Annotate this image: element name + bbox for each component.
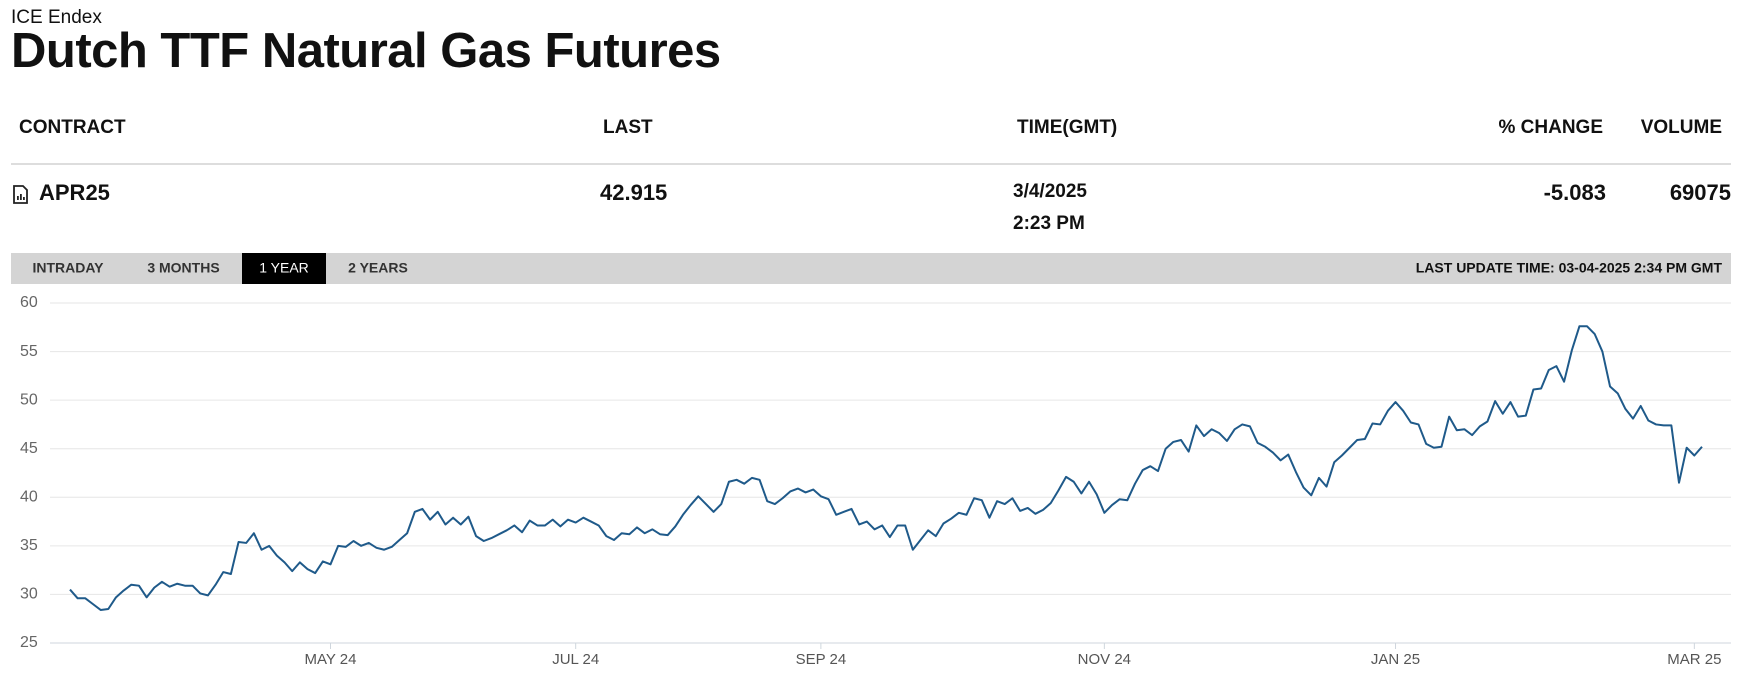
column-header: LAST bbox=[603, 117, 653, 138]
y-tick-label: 55 bbox=[20, 343, 38, 360]
last-update: LAST UPDATE TIME: 03-04-2025 2:34 PM GMT bbox=[1416, 260, 1723, 276]
percent-change: -5.083 bbox=[1544, 180, 1606, 205]
y-tick-label: 40 bbox=[20, 489, 38, 506]
x-tick-label: SEP 24 bbox=[796, 651, 847, 668]
y-tick-label: 25 bbox=[20, 634, 38, 651]
x-tick-label: MAY 24 bbox=[305, 651, 357, 668]
column-header: VOLUME bbox=[1641, 117, 1722, 138]
y-tick-label: 60 bbox=[20, 294, 38, 311]
trade-time: 2:23 PM bbox=[1013, 213, 1085, 234]
tabs: INTRADAY 3 MONTHS 1 YEAR 2 YEARS bbox=[32, 253, 408, 284]
x-tick-label: NOV 24 bbox=[1078, 651, 1131, 668]
exchange: ICE Endex bbox=[11, 7, 102, 28]
volume: 69075 bbox=[1670, 180, 1731, 205]
last-price: 42.915 bbox=[600, 180, 667, 205]
y-tick-label: 30 bbox=[20, 586, 38, 603]
contract-icon[interactable] bbox=[13, 185, 28, 204]
price-line bbox=[69, 325, 1703, 611]
trade-date: 3/4/2025 bbox=[1013, 181, 1087, 202]
tab[interactable]: 2 YEARS bbox=[348, 260, 408, 276]
chart: 25 30 35 40 45 50 55 60 MAY 24 JUL 24 SEP 24 NOV 24… bbox=[20, 294, 1731, 668]
column-header: TIME(GMT) bbox=[1017, 117, 1117, 138]
x-tick-label: JUL 24 bbox=[552, 651, 599, 668]
tab[interactable]: INTRADAY bbox=[32, 260, 104, 276]
contract[interactable]: APR25 bbox=[39, 180, 110, 205]
tab[interactable]: 3 MONTHS bbox=[147, 260, 219, 276]
column-header: CONTRACT bbox=[19, 117, 126, 138]
tab[interactable]: 1 YEAR bbox=[259, 260, 309, 276]
y-tick-label: 45 bbox=[20, 440, 38, 457]
active-tab[interactable] bbox=[242, 253, 326, 284]
x-tick-label: JAN 25 bbox=[1371, 651, 1420, 668]
column-header: % CHANGE bbox=[1498, 117, 1603, 138]
x-tick-label: MAR 25 bbox=[1667, 651, 1721, 668]
page-title: Dutch TTF Natural Gas Futures bbox=[11, 24, 721, 78]
y-tick-label: 35 bbox=[20, 537, 38, 554]
y-tick-label: 50 bbox=[20, 391, 38, 408]
